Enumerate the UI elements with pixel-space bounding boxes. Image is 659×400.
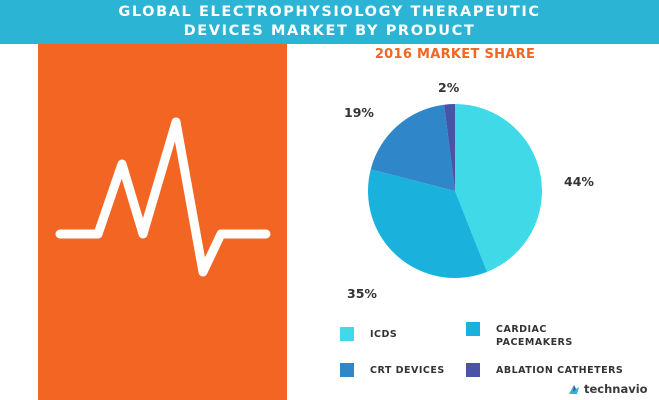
pie-slice-cardiac-pacemakers: [367, 169, 488, 279]
chart-title: 2016 MARKET SHARE: [374, 47, 536, 62]
technavio-logo-icon: [569, 384, 579, 394]
legend-swatch-cardiac-pacemakers: [466, 322, 480, 336]
legend-label-cardiac-pacemakers: CARDIAC PACEMAKERS: [496, 324, 573, 348]
legend-label-icds: ICDS: [370, 329, 398, 340]
heartbeat-icon: [55, 117, 271, 277]
page-title-line-1: GLOBAL ELECTROPHYSIOLOGY THERAPEUTIC: [118, 4, 541, 20]
pie-slice-ablation-catheters: [444, 104, 455, 191]
legend-swatch-ablation-catheters: [466, 363, 480, 377]
pie-slice-crt-devices: [370, 104, 455, 191]
slice-label-cardiac-pacemakers: 35%: [347, 286, 377, 301]
pie-slice-icds: [455, 104, 543, 272]
brand-logo: technavio: [568, 382, 648, 396]
legend-item-icds: ICDS: [340, 327, 480, 341]
slice-label-ablation-catheters: 2%: [438, 80, 460, 95]
decorative-panel: [38, 44, 287, 400]
legend-label-crt-devices: CRT DEVICES: [370, 365, 445, 376]
legend-swatch-icds: [340, 327, 354, 341]
slice-label-icds: 44%: [564, 174, 594, 189]
legend-item-crt-devices: CRT DEVICES: [340, 363, 480, 377]
legend-label-ablation-catheters: ABLATION CATHETERS: [496, 365, 624, 376]
page-title-line-2: DEVICES MARKET BY PRODUCT: [183, 23, 476, 39]
slice-label-crt-devices: 19%: [344, 105, 374, 120]
legend-item-ablation-catheters: ABLATION CATHETERS: [466, 363, 646, 377]
header-banner: GLOBAL ELECTROPHYSIOLOGY THERAPEUTIC DEV…: [0, 0, 659, 44]
legend-item-cardiac-pacemakers: CARDIAC PACEMAKERS: [466, 322, 596, 349]
legend-swatch-crt-devices: [340, 363, 354, 377]
brand-name: technavio: [584, 382, 648, 396]
